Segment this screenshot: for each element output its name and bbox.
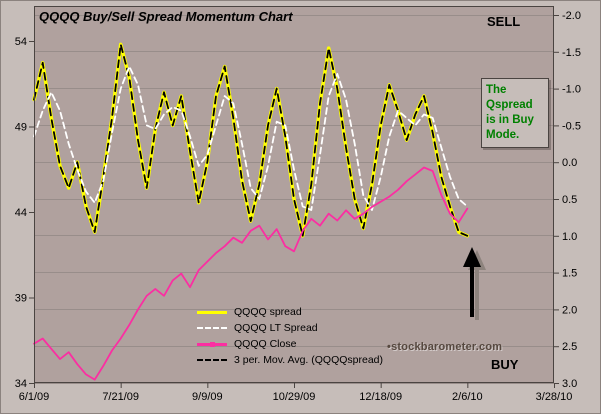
right-axis-tick-label: -0.5 [562, 120, 581, 132]
series-qqqq-lt-spread [33, 65, 469, 211]
axis-labels: 54 49 44 39 34 -2.0 -1.5 -1.0 -0.5 0.0 0.5 1.0 1.5 2.… [15, 10, 581, 403]
left-axis-tick-label: 54 [15, 36, 27, 48]
left-axis-tick-label: 39 [15, 293, 27, 305]
legend-swatch [197, 341, 227, 347]
left-axis-tick-label: 49 [15, 122, 27, 134]
right-axis-tick-label: 3.0 [562, 378, 577, 390]
x-axis-tick-label: 12/18/09 [359, 391, 402, 403]
watermark: •stockbarometer.com [387, 341, 502, 353]
x-axis-tick-label: 6/1/09 [19, 391, 50, 403]
right-axis-tick-label: 1.0 [562, 231, 577, 243]
legend-label: 3 per. Mov. Avg. (QQQQspread) [234, 354, 384, 366]
watermark-bullet-icon: • [387, 341, 392, 353]
legend-item: QQQQ LT Spread [197, 320, 383, 336]
legend-label: QQQQ LT Spread [234, 322, 318, 334]
left-axis-tick-label: 34 [15, 378, 27, 390]
legend-marker-icon [210, 341, 215, 347]
plot-border [34, 6, 554, 383]
x-axis-tick-label: 3/28/10 [536, 391, 573, 403]
buy-arrow-annotation [463, 247, 486, 320]
legend-swatch [197, 327, 227, 329]
right-axis-tick-label: 2.0 [562, 304, 577, 316]
legend-item: QQQQ Close [197, 336, 383, 352]
x-axis-tick-label: 10/29/09 [273, 391, 316, 403]
series-group [32, 42, 470, 381]
up-arrow-icon [463, 247, 481, 317]
legend-item: QQQQ spread [197, 304, 383, 320]
left-axis-tick-label: 44 [15, 207, 27, 219]
right-axis-tick-label: 1.5 [562, 268, 577, 280]
legend-label: QQQQ Close [234, 338, 297, 350]
sell-label: SELL [487, 14, 521, 29]
legend-swatch [197, 359, 227, 361]
series-qqqq-close [33, 166, 469, 381]
right-axis-tick-label: -2.0 [562, 10, 581, 22]
legend-label: QQQQ spread [234, 306, 302, 318]
buy-mode-annotation: The Qspread is in Buy Mode. [481, 78, 549, 148]
series-3-per-mov-avg-qqqqspread- [33, 43, 469, 237]
x-axis-tick-label: 7/21/09 [102, 391, 139, 403]
legend-swatch [197, 310, 227, 314]
right-axis-tick-label: -1.0 [562, 84, 581, 96]
x-axis-tick-label: 2/6/10 [452, 391, 483, 403]
right-axis-tick-label: 2.5 [562, 341, 577, 353]
right-axis-tick-label: 0.0 [562, 157, 577, 169]
chart-title: QQQQ Buy/Sell Spread Momentum Chart [39, 9, 293, 24]
legend-item: 3 per. Mov. Avg. (QQQQspread) [197, 352, 383, 368]
chart-legend: QQQQ spread QQQQ LT Spread QQQQ Close 3 per… [197, 304, 383, 368]
right-axis-tick-label: -1.5 [562, 47, 581, 59]
right-axis-tick-label: 0.5 [562, 194, 577, 206]
buy-label: BUY [491, 357, 519, 372]
watermark-text: stockbarometer.com [391, 341, 503, 353]
x-axis-tick-label: 9/9/09 [192, 391, 223, 403]
